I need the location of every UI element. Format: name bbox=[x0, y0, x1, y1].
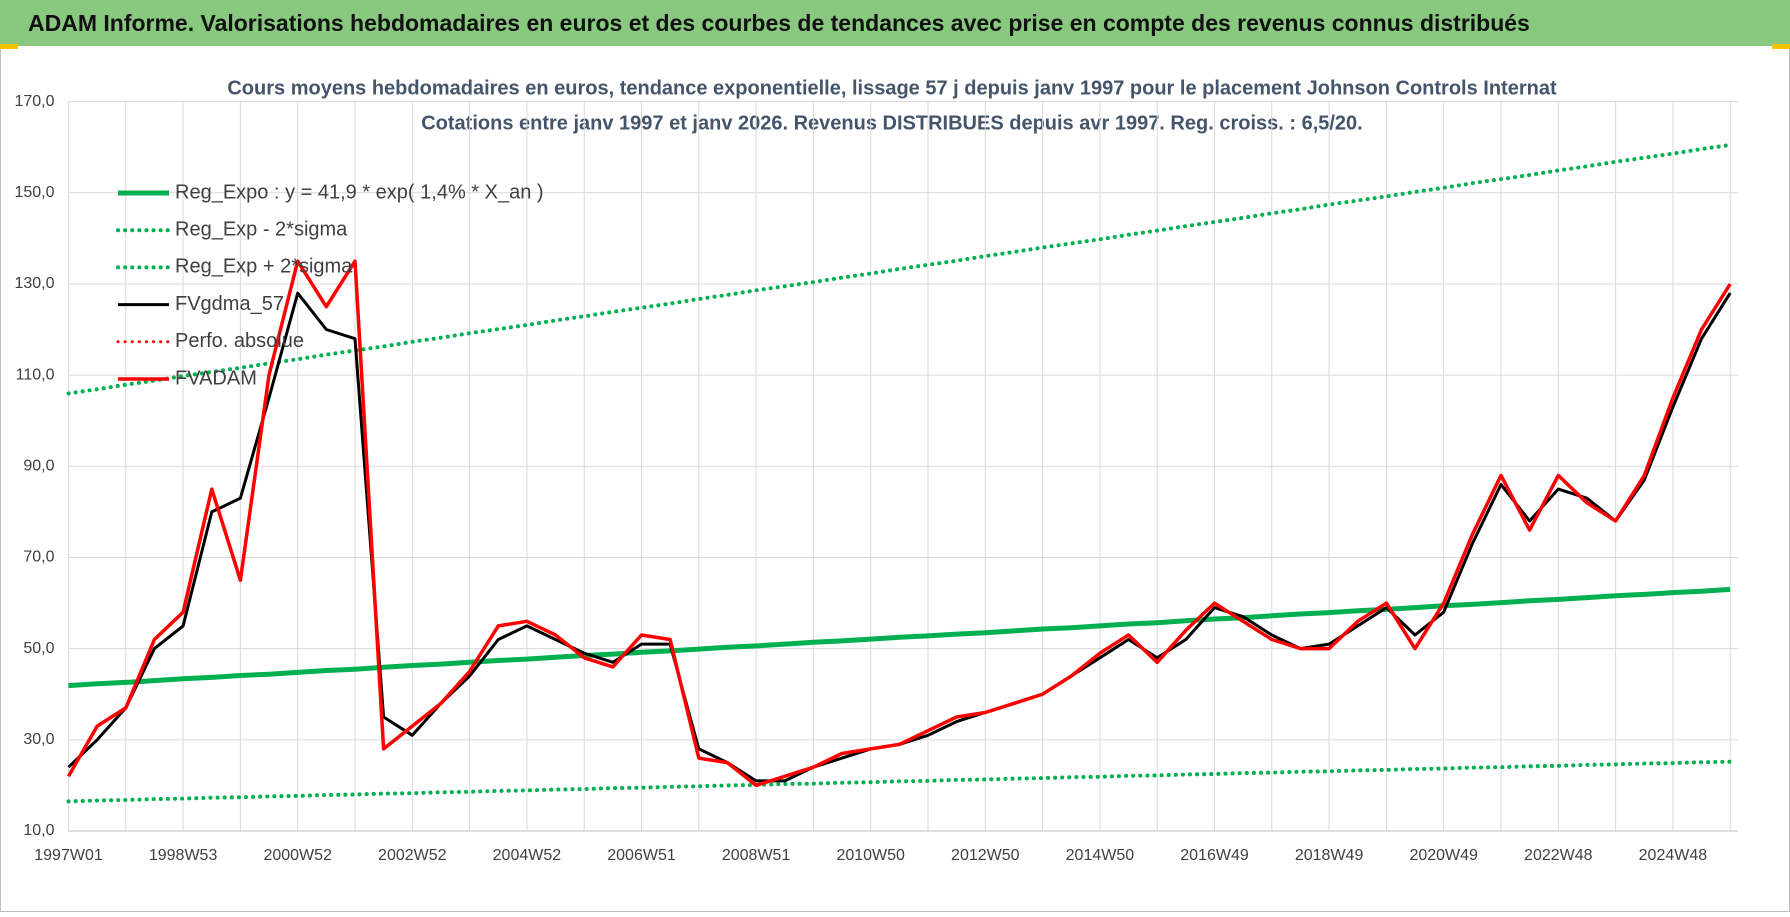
y-tick-label: 10,0 bbox=[23, 822, 54, 839]
x-tick-label: 2010W50 bbox=[836, 847, 905, 864]
x-tick-label: 2004W52 bbox=[493, 847, 562, 864]
legend-label: Reg_Exp + 2*sigma bbox=[175, 256, 353, 278]
y-tick-label: 70,0 bbox=[23, 549, 54, 566]
x-tick-label: 2006W51 bbox=[607, 847, 676, 864]
x-tick-label: 2012W50 bbox=[951, 847, 1020, 864]
legend-label: Perfo. absolue bbox=[175, 330, 304, 352]
x-tick-label: 1997W01 bbox=[34, 847, 103, 864]
corner-marker bbox=[1772, 44, 1790, 49]
header-bar bbox=[0, 0, 1790, 46]
y-tick-label: 30,0 bbox=[23, 731, 54, 748]
header-title: ADAM Informe. Valorisations hebdomadaire… bbox=[28, 10, 1530, 36]
series-line bbox=[68, 586, 1731, 689]
x-tick-label: 2000W52 bbox=[263, 847, 332, 864]
x-tick-label: 2016W49 bbox=[1180, 847, 1249, 864]
x-tick-label: 2002W52 bbox=[378, 847, 447, 864]
x-tick-label: 2008W51 bbox=[722, 847, 791, 864]
y-tick-label: 150,0 bbox=[14, 184, 54, 201]
y-tick-label: 170,0 bbox=[14, 93, 54, 110]
series-line bbox=[66, 142, 1733, 396]
corner-marker bbox=[0, 44, 18, 49]
series-line bbox=[66, 259, 1732, 788]
x-tick-label: 2022W48 bbox=[1524, 847, 1593, 864]
legend-label: FVgdma_57 bbox=[175, 293, 284, 315]
x-tick-label: 2020W49 bbox=[1409, 847, 1478, 864]
x-tick-label: 2018W49 bbox=[1295, 847, 1364, 864]
x-tick-label: 1998W53 bbox=[149, 847, 218, 864]
chart-subtitle: Cotations entre janv 1997 et janv 2026. … bbox=[421, 112, 1363, 134]
legend-label: FVADAM bbox=[175, 367, 257, 389]
legend-label: Reg_Exp - 2*sigma bbox=[175, 218, 348, 240]
legend-label: Reg_Expo : y = 41,9 * exp( 1,4% * X_an ) bbox=[175, 181, 544, 203]
series-line bbox=[66, 759, 1733, 804]
chart-title: Cours moyens hebdomadaires en euros, ten… bbox=[227, 77, 1557, 99]
x-tick-label: 2024W48 bbox=[1639, 847, 1708, 864]
y-tick-label: 130,0 bbox=[14, 275, 54, 292]
y-tick-label: 110,0 bbox=[16, 366, 55, 383]
y-tick-label: 50,0 bbox=[23, 640, 54, 657]
y-tick-label: 90,0 bbox=[23, 458, 54, 475]
x-tick-label: 2014W50 bbox=[1066, 847, 1135, 864]
